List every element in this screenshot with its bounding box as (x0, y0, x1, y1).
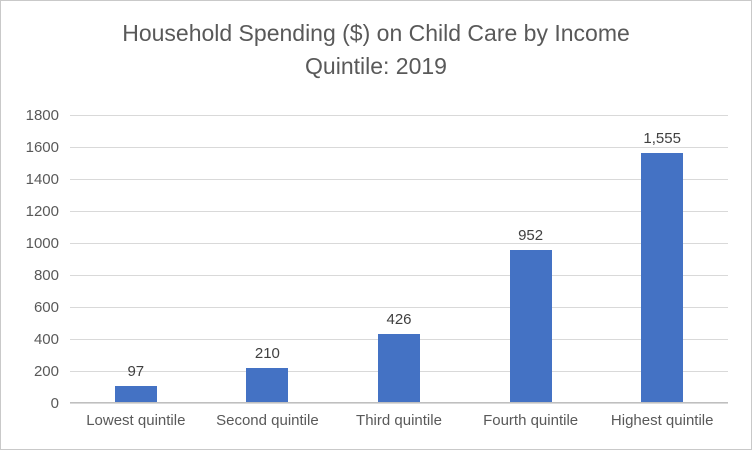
x-axis-category-label: Lowest quintile (86, 412, 186, 429)
data-label: 426 (386, 310, 412, 328)
y-axis-tick-label: 1600 (25, 139, 59, 156)
gridline (70, 211, 728, 212)
gridline (70, 147, 728, 148)
y-axis-tick-label: 1200 (25, 203, 59, 220)
data-label: 952 (518, 226, 544, 244)
bar (641, 153, 684, 402)
gridline (70, 307, 728, 308)
data-label: 210 (254, 345, 280, 363)
gridline (70, 403, 728, 404)
y-axis-tick-label: 1000 (25, 235, 59, 252)
y-axis-tick-label: 1800 (25, 107, 59, 124)
x-axis-category-label: Fourth quintile (483, 412, 579, 429)
x-axis-category-label: Second quintile (216, 412, 319, 429)
gridline (70, 115, 728, 116)
chart-title-text: Household Spending ($) on Child Care by … (122, 20, 630, 79)
gridline (70, 275, 728, 276)
bar (246, 368, 289, 402)
x-axis-category-label: Third quintile (356, 412, 442, 429)
data-label: 1,555 (643, 130, 681, 148)
chart-title: Household Spending ($) on Child Care by … (1, 17, 751, 83)
x-axis-line (70, 402, 728, 403)
y-axis-tick-label: 400 (33, 331, 59, 348)
gridline (70, 243, 728, 244)
bar (114, 386, 157, 402)
data-label: 97 (127, 363, 145, 381)
y-axis-tick-label: 200 (33, 363, 59, 380)
x-axis-category-label: Highest quintile (610, 412, 714, 429)
bar (378, 333, 420, 402)
y-axis-tick-label: 600 (33, 299, 59, 316)
y-axis-tick-label: 800 (33, 267, 59, 284)
bar (509, 249, 552, 402)
y-axis-tick-label: 0 (50, 395, 59, 412)
y-axis-tick-label: 1400 (25, 171, 59, 188)
plot-area: 0 200 400 600 800 1000 1200 1400 1600 1800 97 210 4… (26, 108, 728, 429)
gridline (70, 179, 728, 180)
